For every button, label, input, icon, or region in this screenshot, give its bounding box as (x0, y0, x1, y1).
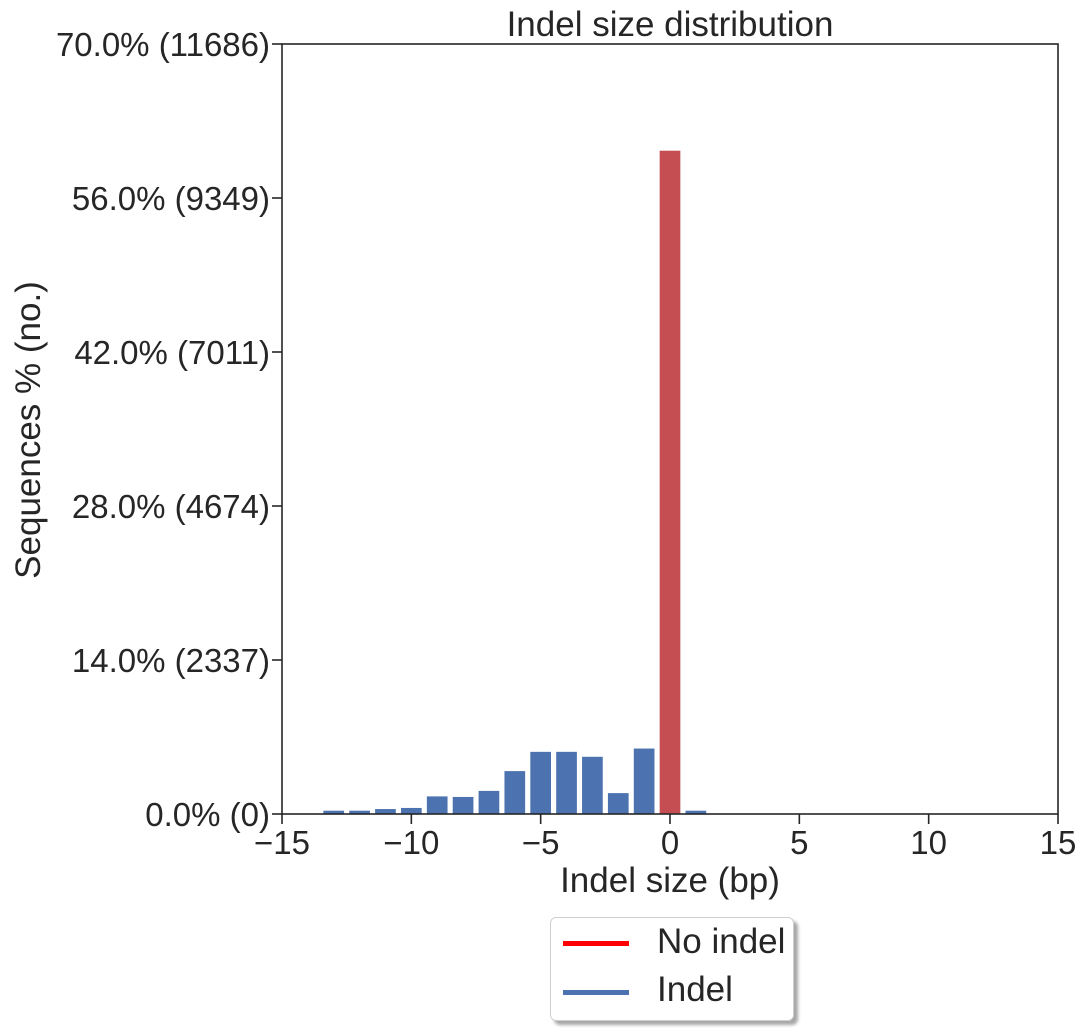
bar-indel-minus7 (478, 790, 500, 814)
ticks-layer: −15 −10 −5 0 5 10 15 0.0% (0) 14.0% (2337) 28.0% … (56, 26, 1076, 861)
x-tick-label: 10 (910, 824, 947, 861)
bar-indel-minus8 (452, 796, 474, 814)
bar-indel-minus2 (607, 793, 629, 814)
bar-no-indel-0 (659, 150, 681, 814)
indel-size-chart: Indel size distribution Indel size (bp) … (9, 5, 1076, 900)
legend-swatch-no-indel (563, 941, 629, 946)
bar-indel-minus5 (530, 751, 552, 814)
x-tick-label: −5 (522, 824, 560, 861)
bar-indel-minus4 (556, 751, 577, 814)
y-tick-label: 14.0% (2337) (72, 642, 270, 679)
x-tick-label: 5 (790, 824, 808, 861)
bar-indel-minus12 (349, 810, 370, 814)
plot-frame (281, 43, 1059, 815)
bar-indel-minus1 (633, 748, 655, 814)
y-tick-label: 28.0% (4674) (72, 488, 270, 525)
bar-indel-minus6 (504, 771, 526, 814)
legend: No indel Indel (550, 917, 794, 1021)
x-tick-label: −10 (383, 824, 439, 861)
legend-item-no-indel: No indel (551, 918, 793, 966)
legend-label-indel: Indel (657, 970, 733, 1009)
y-tick-label: 42.0% (7011) (74, 334, 270, 371)
chart-title: Indel size distribution (507, 5, 834, 44)
bar-indel-minus13 (323, 810, 345, 814)
y-tick-label: 0.0% (0) (145, 796, 270, 833)
legend-item-indel: Indel (551, 966, 793, 1014)
y-tick-label: 56.0% (9349) (72, 180, 270, 217)
legend-swatch-indel (563, 990, 629, 995)
legend-label-no-indel: No indel (657, 922, 786, 961)
y-axis-label: Sequences % (no.) (9, 281, 48, 579)
bar-indel-minus11 (375, 809, 396, 814)
x-tick-label: −15 (254, 824, 310, 861)
x-axis-label: Indel size (bp) (560, 861, 780, 900)
y-tick-label: 70.0% (11686) (56, 26, 270, 63)
bar-indel-minus3 (582, 756, 603, 814)
bar-indel-minus9 (426, 796, 448, 814)
bar-indel-minus10 (400, 807, 422, 814)
bar-indel-1 (685, 810, 707, 814)
x-tick-label: 15 (1040, 824, 1077, 861)
x-tick-label: 0 (661, 824, 679, 861)
bars-layer (323, 150, 707, 814)
